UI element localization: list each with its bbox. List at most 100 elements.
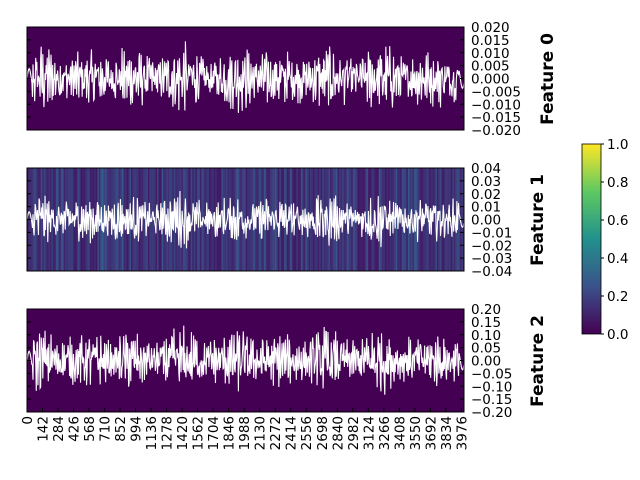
colorbar-tick-label: 0.6 — [607, 213, 628, 229]
x-tick-label: 3692 — [423, 416, 439, 450]
x-tick-label: 2130 — [253, 416, 269, 450]
attribution-stripe — [279, 168, 282, 271]
y-tick-label: −0.020 — [471, 123, 521, 139]
y-tick-label: 0.05 — [471, 341, 501, 357]
signal-line — [27, 325, 464, 395]
x-tick-label: 284 — [51, 416, 67, 442]
attribution-stripe — [365, 168, 367, 271]
y-tick-label: 0.020 — [471, 20, 510, 36]
attribution-stripe — [322, 168, 325, 271]
attribution-stripe — [337, 168, 340, 271]
attribution-stripe — [406, 168, 409, 271]
y-tick-label: −0.03 — [471, 251, 512, 267]
attribution-stripe — [403, 168, 406, 271]
colorbar-tick-label: 0.0 — [607, 327, 628, 343]
attribution-stripe — [291, 168, 294, 271]
attribution-stripe — [438, 168, 441, 271]
y-tick-label: 0.03 — [471, 174, 501, 190]
attribution-stripe — [290, 168, 292, 271]
attribution-stripe — [439, 168, 442, 271]
y-tick-label: −0.01 — [471, 225, 512, 241]
y-tick-label: 0.02 — [471, 187, 501, 203]
attribution-stripe — [395, 168, 398, 271]
attribution-stripe — [256, 168, 259, 271]
attribution-stripe — [190, 168, 193, 271]
x-tick-label: 2840 — [330, 416, 346, 450]
attribution-stripe — [75, 168, 78, 271]
x-tick-label: 3124 — [361, 416, 377, 450]
attribution-stripe — [245, 168, 248, 271]
feature-label: Feature 1 — [528, 174, 548, 266]
attribution-stripe — [192, 168, 195, 271]
attribution-stripe — [375, 168, 378, 271]
attribution-stripe — [183, 168, 185, 271]
x-tick-label: 2556 — [299, 416, 315, 450]
attribution-stripe — [65, 168, 68, 271]
signal-line — [27, 41, 464, 113]
attribution-stripe — [323, 168, 326, 271]
y-tick-label: −0.04 — [471, 264, 512, 280]
y-tick-label: 0.04 — [471, 161, 501, 177]
attribution-stripe — [221, 168, 224, 271]
attribution-stripe — [51, 168, 54, 271]
y-tick-label: −0.20 — [471, 405, 512, 421]
attribution-stripe — [274, 168, 277, 271]
attribution-stripe — [248, 168, 251, 271]
attribution-stripe — [98, 168, 101, 271]
y-tick-label: −0.05 — [471, 366, 512, 382]
attribution-stripe — [380, 168, 383, 271]
attribution-stripe — [134, 168, 136, 271]
y-tick-label: 0.015 — [471, 33, 510, 49]
y-ticks: 0.0200.0150.0100.0050.000−0.005−0.010−0.… — [27, 20, 521, 139]
attribution-stripe — [343, 168, 346, 271]
y-tick-label: −0.02 — [471, 238, 512, 254]
attribution-stripe — [446, 168, 448, 271]
attribution-stripe — [79, 168, 81, 271]
y-tick-label: −0.015 — [471, 110, 521, 126]
colorbar-frame — [581, 143, 602, 335]
attribution-stripe — [265, 168, 268, 271]
attribution-stripe — [40, 168, 43, 271]
x-tick-label: 1562 — [191, 416, 207, 450]
attribution-stripe — [450, 168, 453, 271]
attribution-stripe — [239, 168, 242, 271]
x-tick-label: 852 — [113, 416, 129, 442]
attribution-stripe — [271, 168, 274, 271]
attribution-stripe — [313, 168, 315, 271]
y-tick-label: 0.00 — [471, 213, 501, 229]
x-tick-label: 994 — [129, 416, 145, 442]
attribution-stripe — [109, 168, 112, 271]
panel-feature-0: 0.0200.0150.0100.0050.000−0.005−0.010−0.… — [26, 20, 558, 139]
y-tick-label: 0.005 — [471, 59, 510, 75]
x-tick-label: 1278 — [160, 416, 176, 450]
attribution-stripe — [426, 168, 429, 271]
attribution-stripe — [371, 168, 373, 271]
attribution-stripe — [294, 168, 297, 271]
x-tick-label: 2414 — [284, 416, 300, 450]
attribution-stripe — [383, 168, 386, 271]
x-tick-label: 1846 — [222, 416, 238, 450]
attribution-stripe — [366, 168, 369, 271]
attribution-stripe — [424, 168, 427, 271]
y-tick-label: 0.20 — [471, 302, 501, 318]
attribution-stripe — [242, 168, 245, 271]
attribution-stripe — [143, 168, 146, 271]
y-tick-label: −0.010 — [471, 97, 521, 113]
attribution-stripe — [184, 168, 187, 271]
x-tick-label: 1988 — [237, 416, 253, 450]
y-ticks: 0.040.030.020.010.00−0.01−0.02−0.03−0.04 — [27, 161, 512, 280]
signal-line — [27, 191, 464, 249]
y-tick-label: 0.10 — [471, 328, 501, 344]
feature-label: Feature 0 — [538, 33, 558, 125]
x-tick-label: 2272 — [268, 416, 284, 450]
colorbar-tick-label: 0.8 — [607, 175, 628, 191]
attribution-stripe — [166, 168, 169, 271]
feature-label: Feature 2 — [528, 315, 548, 407]
attribution-stripe — [418, 168, 421, 271]
attribution-stripe — [458, 168, 461, 271]
attribution-stripe — [224, 168, 227, 271]
attribution-stripe — [227, 168, 230, 271]
y-tick-label: 0.01 — [471, 200, 501, 216]
x-tick-label: 1704 — [206, 416, 222, 450]
